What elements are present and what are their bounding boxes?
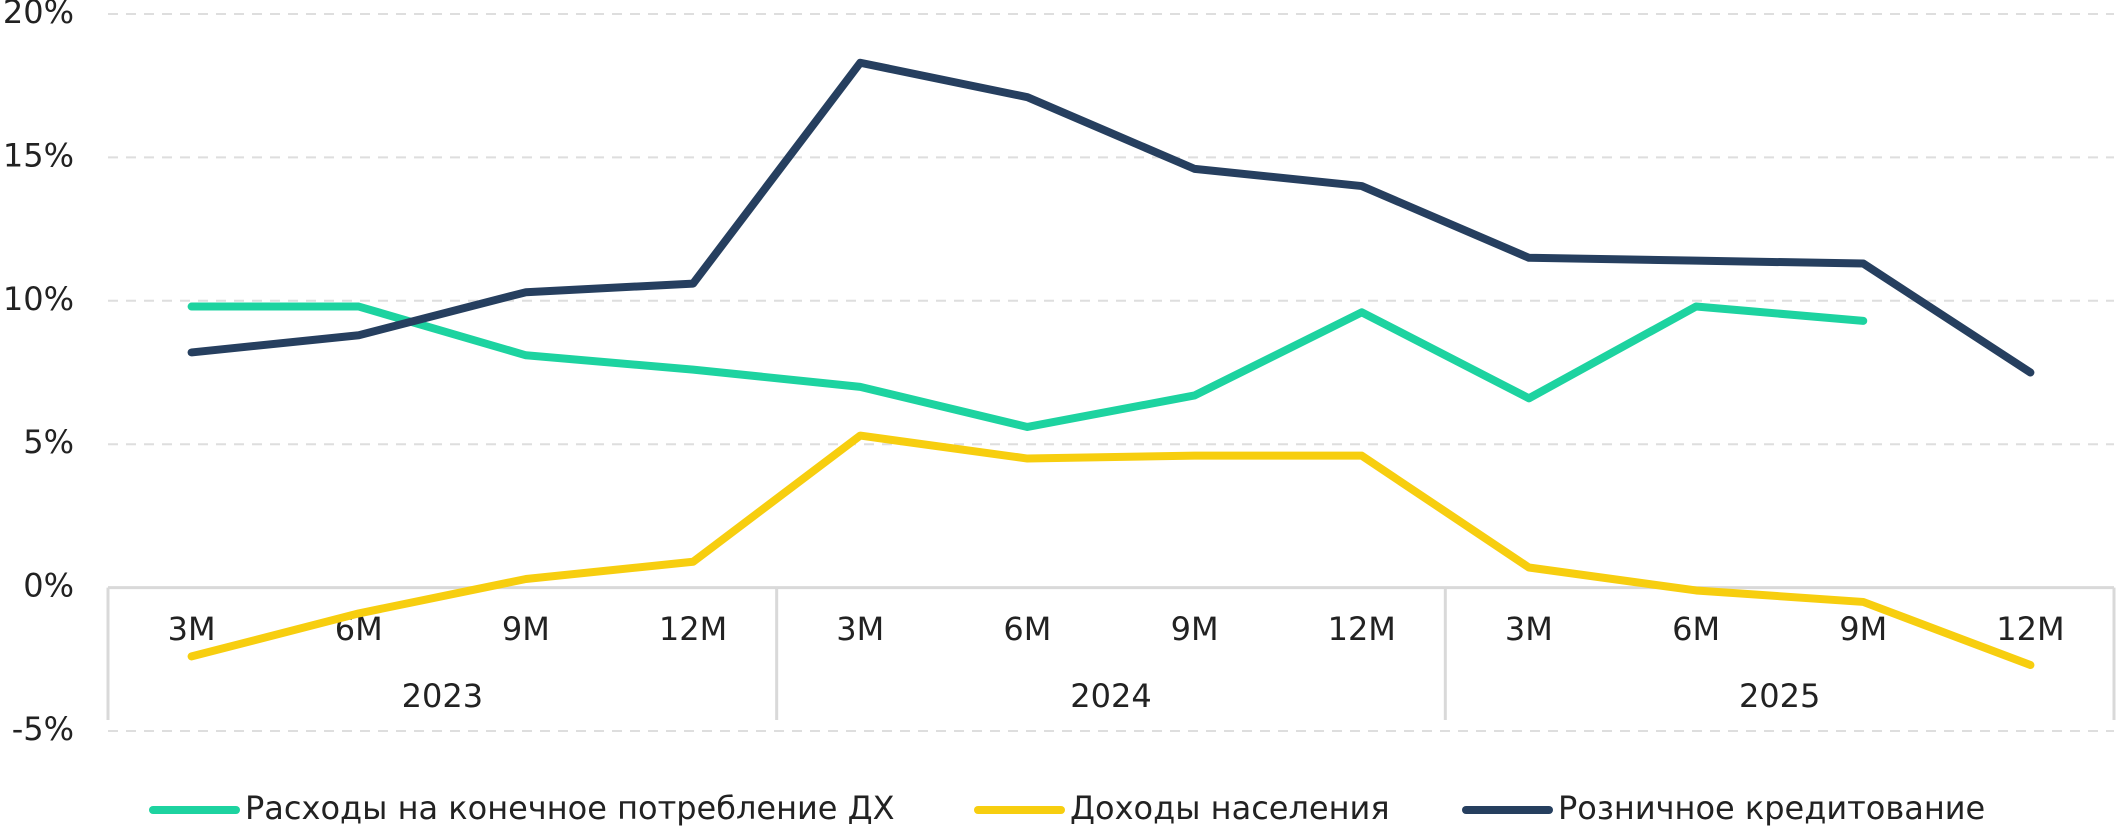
y-tick-label: 20% xyxy=(3,0,74,31)
y-tick-label: 10% xyxy=(3,280,74,318)
x-tick-label: 6М xyxy=(1672,610,1720,648)
group-label: 2025 xyxy=(1739,677,1820,715)
x-tick-label: 12М xyxy=(1328,610,1396,648)
x-tick-label: 3М xyxy=(168,610,216,648)
x-tick-label: 3М xyxy=(836,610,884,648)
legend-label: Расходы на конечное потребление ДХ xyxy=(245,789,895,827)
legend-label: Доходы населения xyxy=(1070,789,1390,827)
x-tick-label: 9М xyxy=(1839,610,1887,648)
x-tick-label: 9М xyxy=(502,610,550,648)
series-line xyxy=(187,58,2035,377)
group-label: 2023 xyxy=(402,677,483,715)
group-label: 2024 xyxy=(1070,677,1151,715)
legend-label: Розничное кредитование xyxy=(1558,789,1985,827)
x-tick-label: 12М xyxy=(659,610,727,648)
series-line xyxy=(187,302,1868,431)
series-line xyxy=(187,431,2035,670)
x-tick-label: 3М xyxy=(1505,610,1553,648)
y-tick-label: 5% xyxy=(23,423,74,461)
x-tick-label: 6М xyxy=(1003,610,1051,648)
x-tick-label: 12М xyxy=(1996,610,2064,648)
y-tick-label: -5% xyxy=(12,710,74,748)
x-tick-label: 9М xyxy=(1171,610,1219,648)
y-tick-label: 15% xyxy=(3,136,74,174)
y-tick-label: 0% xyxy=(23,567,74,605)
